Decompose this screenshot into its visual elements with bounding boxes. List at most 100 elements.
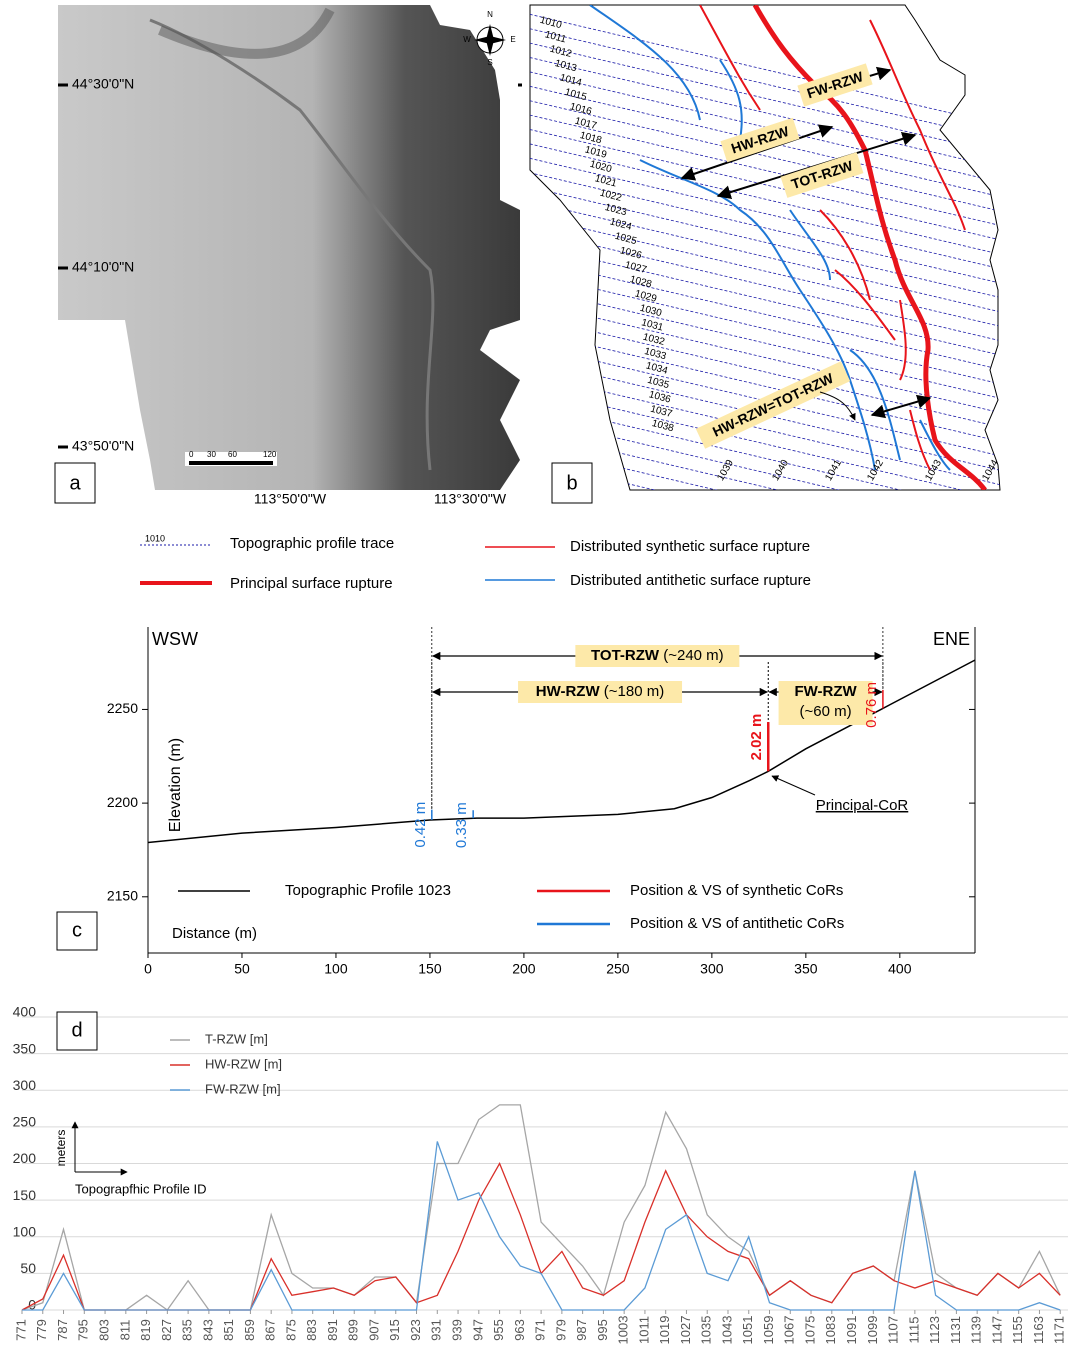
legend-text: Position & VS of synthetic CoRs	[630, 882, 843, 899]
x-tick-label: 835	[180, 1319, 195, 1341]
x-tick-label: 987	[574, 1319, 589, 1341]
x-tick-label: 787	[55, 1319, 70, 1341]
x-tick-label: 100	[324, 961, 348, 977]
annotation-arrow	[772, 776, 815, 795]
y-axis-label: meters	[54, 1130, 68, 1167]
x-tick-label: 907	[366, 1319, 381, 1341]
y-tick-label: 150	[13, 1187, 37, 1203]
x-tick-label: 1083	[823, 1316, 838, 1345]
y-tick-label: 250	[13, 1114, 37, 1130]
x-tick-label: 851	[221, 1319, 236, 1341]
lat-label: 43°50'0"N	[72, 438, 134, 454]
zone-note: (~60 m)	[800, 703, 852, 720]
x-tick-label: 843	[200, 1319, 215, 1341]
x-tick-label: 1043	[719, 1316, 734, 1345]
y-tick-label: 200	[13, 1150, 37, 1166]
x-tick-label: 939	[449, 1319, 464, 1341]
x-tick-label: 1107	[886, 1316, 901, 1344]
legend-text: Distributed antithetic surface rupture	[570, 572, 811, 589]
zone-note: (~240 m)	[663, 647, 723, 664]
legend-text: HW-RZW [m]	[205, 1056, 282, 1071]
y-axis-label: Elevation (m)	[167, 738, 184, 832]
x-tick-label: 891	[325, 1319, 340, 1341]
legend-text: Topographic Profile 1023	[285, 882, 451, 899]
x-tick-label: 1019	[657, 1316, 672, 1345]
x-tick-label: 200	[512, 961, 536, 977]
zone-name: FW-RZW	[794, 683, 857, 700]
panel-label: c	[72, 919, 82, 941]
zone-note: (~180 m)	[604, 683, 664, 700]
compass-label: S	[487, 58, 492, 67]
panel-label: a	[69, 472, 81, 494]
zone-tag: HW-RZW (~180 m)	[536, 683, 664, 700]
panel-label: d	[71, 1019, 82, 1041]
x-tick-label: 1011	[636, 1316, 651, 1344]
legend-text: Topographic profile trace	[230, 535, 394, 552]
x-tick-label: 979	[553, 1319, 568, 1341]
zone-name: HW-RZW	[536, 683, 601, 700]
cor-label: 2.02 m	[748, 714, 765, 761]
side-label: ENE	[933, 629, 970, 649]
x-tick-label: 1155	[1010, 1316, 1025, 1344]
x-tick-label: 150	[418, 961, 442, 977]
x-tick-label: 971	[533, 1319, 548, 1341]
x-tick-label: 947	[470, 1319, 485, 1341]
lon-label: 113°50'0"W	[254, 491, 327, 507]
compass-label: E	[510, 35, 515, 44]
x-tick-label: 867	[263, 1319, 278, 1341]
lat-label: 44°30'0"N	[72, 76, 134, 92]
compass-label: W	[463, 35, 471, 44]
x-tick-label: 1035	[699, 1316, 714, 1345]
x-tick-label: 795	[76, 1319, 91, 1341]
cor-label: 0.33 m	[453, 802, 470, 848]
x-tick-label: 1123	[927, 1316, 942, 1344]
x-tick-label: 1075	[802, 1316, 817, 1345]
x-axis-label: Topograpfhic Profile ID	[75, 1181, 207, 1196]
x-tick-label: 1051	[740, 1316, 755, 1345]
x-tick-label: 250	[606, 961, 630, 977]
map-b: FW-RZW HW-RZW TOT-RZW HW-RZW=TOT-RZW b	[520, 5, 1010, 617]
x-tick-label: 923	[408, 1319, 423, 1341]
x-tick-label: 1139	[969, 1316, 984, 1344]
x-tick-label: 827	[159, 1319, 174, 1341]
x-tick-label: 1147	[989, 1316, 1004, 1344]
x-tick-label: 771	[13, 1319, 28, 1341]
y-tick-label: 300	[13, 1077, 37, 1093]
x-tick-label: 400	[888, 961, 912, 977]
side-label: WSW	[152, 629, 198, 649]
x-tick-label: 995	[595, 1319, 610, 1341]
x-tick-label: 963	[512, 1319, 527, 1341]
zone-name: TOT-RZW	[591, 647, 660, 664]
legend-text: FW-RZW [m]	[205, 1081, 281, 1096]
x-axis-label: Distance (m)	[172, 925, 257, 942]
cor-label: 0.42 m	[412, 802, 429, 848]
zone-tag: FW-RZW	[794, 683, 857, 700]
x-tick-label: 50	[234, 961, 250, 977]
lat-label: 44°10'0"N	[72, 259, 134, 275]
scale-label: 0	[189, 450, 194, 459]
x-tick-label: 1027	[678, 1316, 693, 1345]
figure: 44°30'0"N 44°10'0"N 43°50'0"N 113°50'0"W…	[0, 0, 1074, 1351]
compass-label: N	[487, 10, 493, 19]
lon-label: 113°30'0"W	[434, 491, 507, 507]
scale-label: 120	[263, 450, 277, 459]
x-tick-label: 1003	[616, 1316, 631, 1345]
panel-label: b	[566, 472, 577, 494]
x-tick-label: 859	[242, 1319, 257, 1341]
x-tick-label: 0	[144, 961, 152, 977]
x-tick-label: 883	[304, 1319, 319, 1341]
page: {"map_a":{"panel_label":"a","lat_labels"…	[0, 0, 1074, 1356]
x-tick-label: 350	[794, 961, 818, 977]
profile-trace	[520, 502, 1010, 617]
scale-bar	[189, 461, 273, 465]
x-tick-label: 931	[429, 1319, 444, 1341]
x-tick-label: 915	[387, 1319, 402, 1341]
legend-text: Position & VS of antithetic CoRs	[630, 915, 844, 932]
x-tick-label: 803	[96, 1319, 111, 1341]
x-tick-label: 300	[700, 961, 724, 977]
x-tick-label: 779	[34, 1319, 49, 1341]
scale-label: 60	[228, 450, 237, 459]
scale-label: 30	[207, 450, 216, 459]
y-tick-label: 400	[13, 1004, 37, 1020]
series-line	[22, 1105, 1060, 1310]
